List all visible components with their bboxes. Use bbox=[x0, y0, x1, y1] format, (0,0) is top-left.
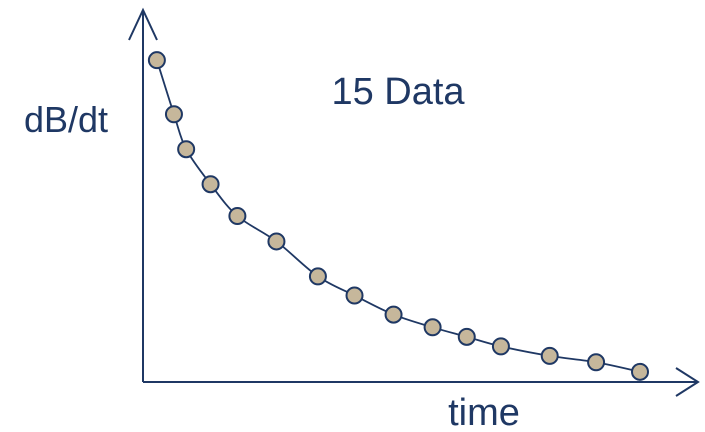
data-point-1 bbox=[147, 51, 166, 70]
axes bbox=[128, 7, 700, 397]
data-points bbox=[147, 51, 649, 381]
data-point-14 bbox=[587, 353, 606, 372]
data-point-8 bbox=[345, 286, 364, 305]
data-point-6 bbox=[267, 232, 286, 251]
data-point-10 bbox=[423, 318, 442, 337]
data-point-9 bbox=[384, 305, 403, 324]
x-axis-label: time bbox=[448, 392, 520, 432]
data-point-4 bbox=[201, 175, 220, 194]
data-point-13 bbox=[540, 346, 559, 365]
data-point-5 bbox=[228, 207, 247, 225]
y-axis-arrowhead bbox=[128, 7, 158, 41]
data-point-15 bbox=[631, 362, 649, 381]
data-point-2 bbox=[164, 105, 183, 124]
chart-title: 15 Data bbox=[331, 71, 465, 113]
data-point-3 bbox=[177, 140, 196, 159]
data-point-12 bbox=[491, 337, 510, 356]
x-axis-arrowhead bbox=[675, 367, 700, 397]
data-point-11 bbox=[457, 327, 476, 346]
y-axis-label: dB/dt bbox=[24, 99, 108, 140]
data-point-7 bbox=[308, 267, 327, 286]
